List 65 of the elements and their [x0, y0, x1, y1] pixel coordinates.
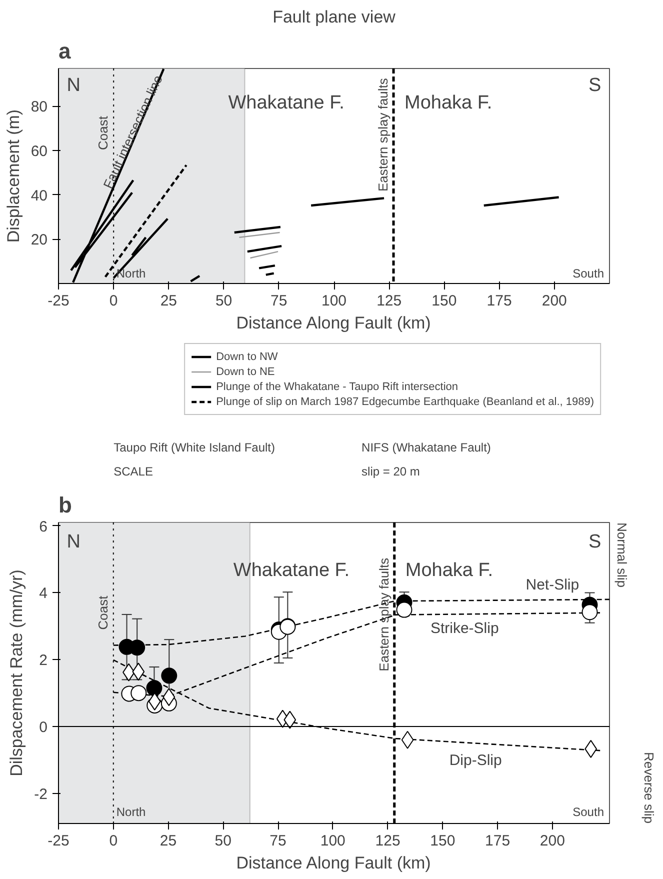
y-tick-label: 4: [39, 585, 48, 602]
legend-label: Down to NW: [216, 350, 278, 363]
annotation: Mohaka F.: [405, 560, 494, 582]
y-tick-label: -2: [34, 786, 48, 803]
annotation: Dip-Slip: [449, 752, 502, 769]
y-axis-title: Dilspacement Rate (mm/yr): [7, 570, 26, 776]
x-tick-label: 100: [321, 292, 347, 310]
chart-title: Fault plane view: [272, 8, 396, 26]
x-tick-label: 75: [270, 292, 288, 310]
y-tick-label: 2: [39, 652, 48, 670]
x-axis-title: Distance Along Fault (km): [236, 854, 431, 872]
ref-line-label: Eastern splay faults: [376, 557, 392, 672]
x-tick-label: 50: [215, 292, 232, 310]
annotation: North: [116, 266, 146, 280]
y-tick-label: 20: [30, 232, 48, 249]
text: SCALE: [114, 464, 153, 478]
text: Reverse slip: [642, 752, 656, 824]
ref-line-label: Coast: [96, 116, 111, 150]
annotation: Net-Slip: [526, 576, 580, 594]
x-tick-label: 25: [160, 292, 178, 310]
x-axis-title: Distance Along Fault (km): [236, 314, 431, 332]
annotation: South: [572, 804, 604, 819]
annotation: Mohaka F.: [404, 92, 492, 114]
text: Normal slip: [614, 522, 630, 588]
text: b: [58, 492, 72, 518]
x-tick-label: 100: [320, 832, 346, 850]
ref-line-label: Eastern splay faults: [376, 78, 391, 192]
text: slip = 20 m: [362, 464, 420, 478]
annotation: Whakatane F.: [228, 92, 344, 114]
ref-line-label: Coast: [95, 595, 110, 630]
x-tick-label: 150: [432, 292, 457, 310]
annotation: North: [116, 804, 146, 819]
legend-label: Plunge of slip on March 1987 Edgecumbe Earthquake (Beanland et al., 1989): [216, 395, 594, 408]
legend-label: Down to NE: [216, 365, 275, 378]
y-tick-label: 80: [30, 98, 48, 116]
x-tick-label: 200: [542, 292, 567, 310]
text: Taupo Rift (White Island Fault): [114, 440, 276, 454]
annotation: Whakatane F.: [233, 560, 350, 582]
x-tick-label: -25: [48, 832, 70, 850]
x-tick-label: 175: [486, 292, 512, 310]
x-tick-label: 125: [375, 832, 400, 850]
legend-label: Plunge of the Whakatane - Taupo Rift intersection: [216, 380, 458, 393]
annotation: N: [66, 74, 80, 96]
y-tick-label: 40: [30, 187, 48, 204]
annotation: S: [588, 532, 602, 553]
x-tick-label: 150: [430, 832, 456, 850]
annotation: N: [66, 532, 80, 553]
x-tick-label: 0: [109, 292, 118, 310]
x-tick-label: 175: [485, 832, 510, 850]
x-tick-label: 75: [270, 832, 286, 850]
text: NIFS (Whakatane Fault): [362, 440, 491, 454]
text: a: [58, 38, 72, 64]
x-tick-label: -25: [48, 292, 70, 310]
annotation: South: [572, 266, 604, 280]
y-tick-label: 60: [30, 143, 48, 160]
y-tick-label: 6: [39, 518, 48, 536]
x-tick-label: 50: [214, 832, 232, 850]
x-tick-label: 200: [540, 832, 565, 850]
y-tick-label: 0: [39, 719, 48, 736]
x-tick-label: 125: [376, 292, 402, 310]
x-tick-label: 25: [160, 832, 177, 850]
x-tick-label: 0: [109, 832, 118, 850]
annotation: Strike-Slip: [430, 620, 499, 637]
annotation: S: [588, 74, 602, 96]
y-axis-title: Displacement (m): [4, 109, 23, 243]
